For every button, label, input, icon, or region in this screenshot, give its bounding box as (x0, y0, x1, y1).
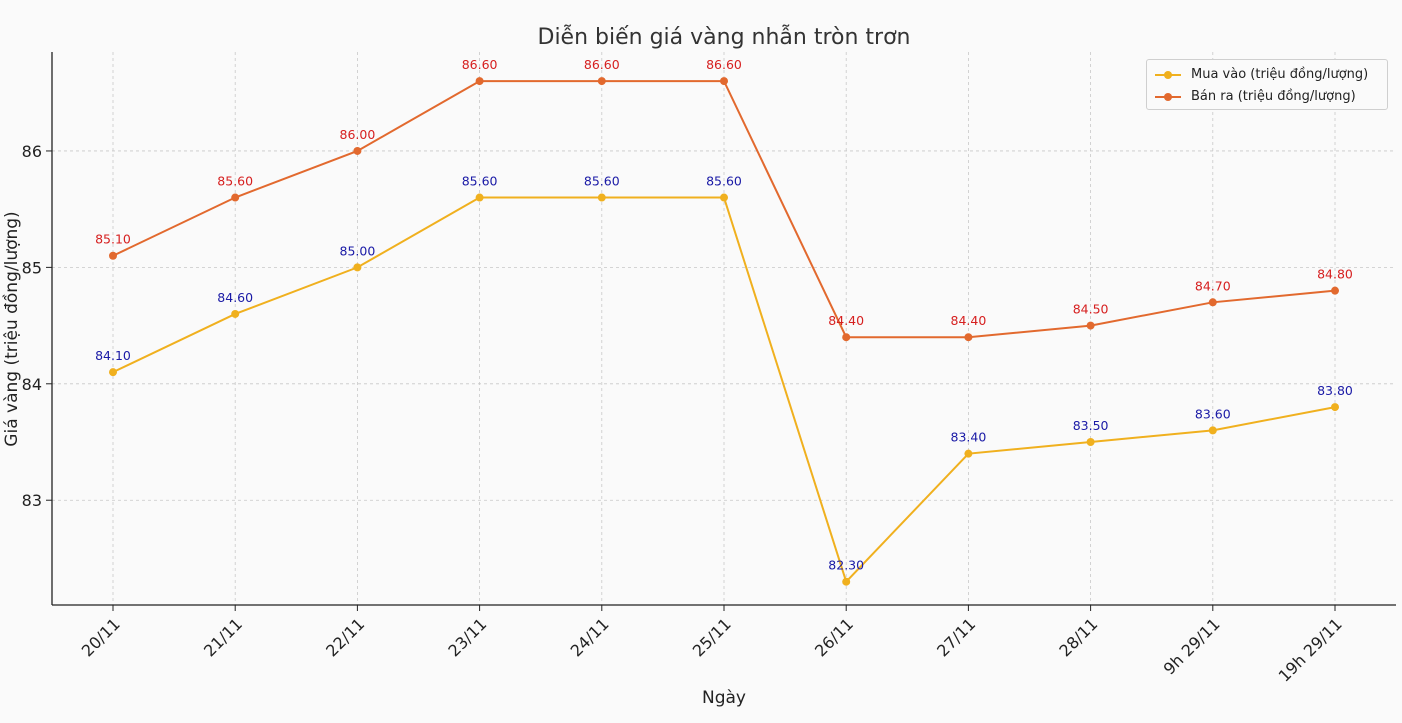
x-tick-label: 24/11 (567, 614, 613, 660)
data-label-0: 83.80 (1317, 383, 1353, 398)
legend-label-buy: Mua vào (triệu đồng/lượng) (1191, 67, 1369, 82)
x-tick-label: 22/11 (322, 614, 368, 660)
y-tick-label: 84 (22, 375, 42, 394)
grid (52, 52, 1396, 605)
y-tick-label: 85 (22, 258, 42, 277)
legend-marker-buy (1164, 71, 1172, 79)
data-label-0: 84.60 (217, 290, 253, 305)
series-point-1 (964, 333, 973, 342)
data-label-0: 85.60 (462, 174, 498, 189)
data-label-1: 86.00 (340, 127, 376, 142)
data-label-1: 85.60 (217, 174, 253, 189)
series-point-0 (231, 309, 240, 318)
y-tick-label: 83 (22, 491, 42, 510)
series-point-1 (109, 251, 117, 260)
x-tick-label: 25/11 (689, 614, 735, 660)
series-point-1 (720, 77, 728, 86)
chart-title: Diễn biến giá vàng nhẫn tròn trơn (538, 24, 911, 50)
data-label-1: 84.50 (1073, 302, 1109, 317)
data-label-1: 86.60 (706, 57, 742, 72)
x-tick-label: 27/11 (933, 614, 979, 660)
tick-labels: 20/11 21/11 22/11 23/11 24/11 25/11 26/11 27/11… (22, 142, 1346, 686)
series-point-0 (597, 193, 606, 202)
data-label-0: 85.60 (584, 174, 620, 189)
series-point-0 (1086, 438, 1095, 447)
series-point-0 (1208, 426, 1217, 435)
x-tick-label: 19h 29/11 (1275, 614, 1346, 685)
legend-label-sell: Bán ra (triệu đồng/lượng) (1191, 89, 1356, 104)
y-axis-label: Giá vàng (triệu đồng/lượng) (1, 211, 22, 446)
legend: Mua vào (triệu đồng/lượng) Bán ra (triệu… (1146, 59, 1388, 110)
series-point-1 (231, 193, 240, 202)
series-point-0 (353, 263, 362, 272)
data-label-0: 83.60 (1195, 406, 1231, 421)
series-point-1 (475, 77, 484, 86)
series-point-1 (597, 77, 606, 86)
x-tick-label: 26/11 (811, 614, 857, 660)
series-point-1 (1331, 286, 1339, 295)
y-tick-label: 86 (22, 142, 42, 161)
series-point-0 (842, 577, 851, 586)
x-axis-label: Ngày (702, 688, 746, 708)
series-point-1 (1086, 321, 1095, 330)
series-point-1 (842, 333, 851, 342)
data-label-1: 84.80 (1317, 267, 1353, 282)
series-point-0 (109, 368, 117, 377)
data-label-0: 82.30 (828, 558, 864, 573)
x-tick-label: 23/11 (444, 614, 490, 660)
series-point-0 (720, 193, 728, 202)
data-label-1: 84.40 (828, 313, 864, 328)
series-point-1 (353, 146, 362, 155)
legend-item-buy: Mua vào (triệu đồng/lượng) (1147, 64, 1387, 86)
x-tick-label: 9h 29/11 (1160, 614, 1224, 678)
series-point-0 (475, 193, 484, 202)
data-label-1: 86.60 (462, 57, 498, 72)
data-label-1: 84.40 (951, 313, 987, 328)
data-label-0: 83.40 (951, 430, 987, 445)
data-label-1: 85.10 (95, 232, 131, 247)
x-tick-label: 20/11 (78, 614, 124, 660)
data-labels: 84.10 84.60 85.00 85.60 85.60 85.60 82.30 83.40… (95, 57, 1353, 573)
x-tick-label: 21/11 (200, 614, 246, 660)
data-label-0: 85.00 (340, 243, 376, 258)
data-label-0: 83.50 (1073, 418, 1109, 433)
x-tick-label: 28/11 (1055, 614, 1101, 660)
legend-item-sell: Bán ra (triệu đồng/lượng) (1147, 86, 1387, 108)
data-label-0: 85.60 (706, 174, 742, 189)
data-label-1: 84.70 (1195, 278, 1231, 293)
series-point-0 (964, 449, 973, 458)
data-label-1: 86.60 (584, 57, 620, 72)
data-label-0: 84.10 (95, 348, 131, 363)
series-point-0 (1331, 403, 1339, 412)
series-point-1 (1208, 298, 1217, 307)
legend-marker-sell (1164, 93, 1172, 101)
axes (46, 52, 1396, 611)
series (109, 77, 1339, 586)
